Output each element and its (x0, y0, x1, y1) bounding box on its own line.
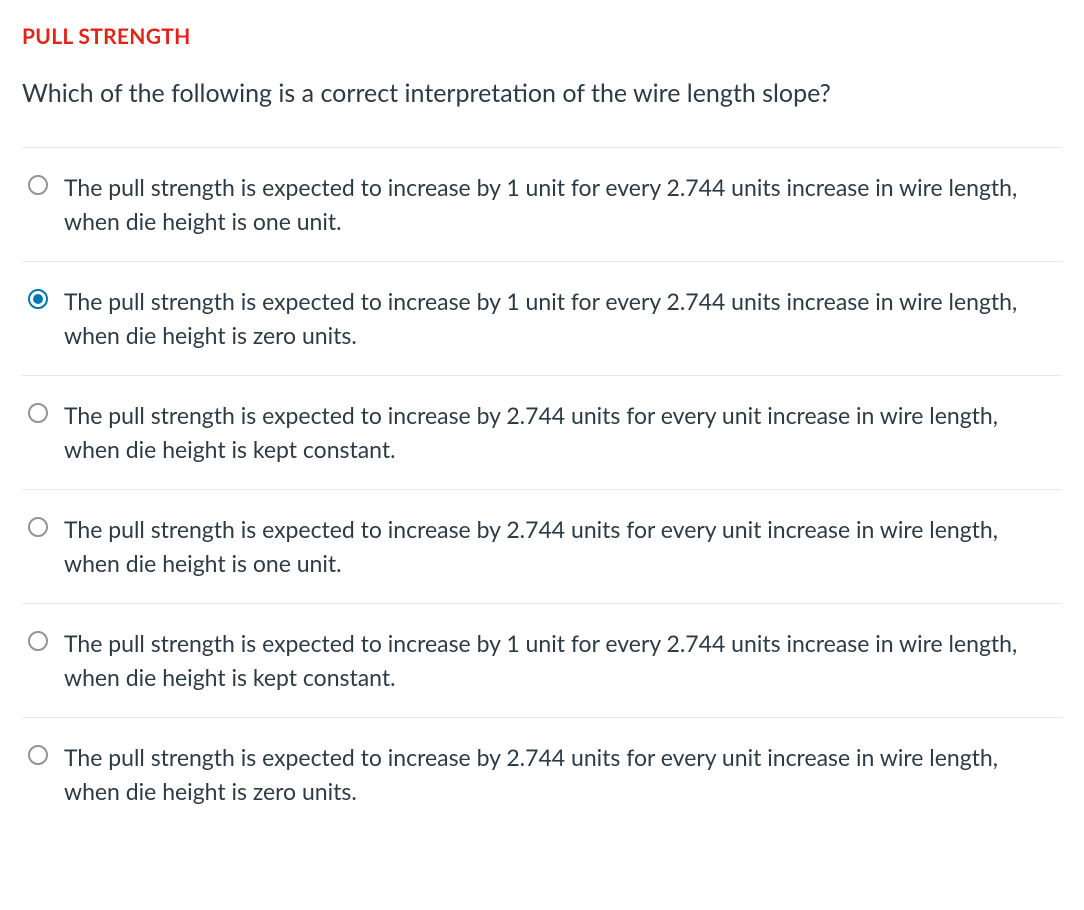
radio-icon[interactable] (28, 517, 48, 537)
option-text: The pull strength is expected to increas… (64, 170, 1056, 239)
radio-icon[interactable] (28, 289, 48, 309)
option-text: The pull strength is expected to increas… (64, 512, 1056, 581)
radio-icon[interactable] (28, 175, 48, 195)
radio-icon[interactable] (28, 403, 48, 423)
option-text: The pull strength is expected to increas… (64, 740, 1056, 809)
option-row[interactable]: The pull strength is expected to increas… (22, 376, 1062, 490)
radio-icon[interactable] (28, 745, 48, 765)
option-row[interactable]: The pull strength is expected to increas… (22, 718, 1062, 831)
option-text: The pull strength is expected to increas… (64, 398, 1056, 467)
options-list: The pull strength is expected to increas… (22, 147, 1062, 831)
option-text: The pull strength is expected to increas… (64, 626, 1056, 695)
option-row[interactable]: The pull strength is expected to increas… (22, 148, 1062, 262)
option-row[interactable]: The pull strength is expected to increas… (22, 490, 1062, 604)
radio-icon[interactable] (28, 631, 48, 651)
section-title: PULL STRENGTH (22, 24, 1062, 49)
question-text: Which of the following is a correct inte… (22, 77, 1062, 111)
option-row[interactable]: The pull strength is expected to increas… (22, 262, 1062, 376)
option-row[interactable]: The pull strength is expected to increas… (22, 604, 1062, 718)
option-text: The pull strength is expected to increas… (64, 284, 1056, 353)
